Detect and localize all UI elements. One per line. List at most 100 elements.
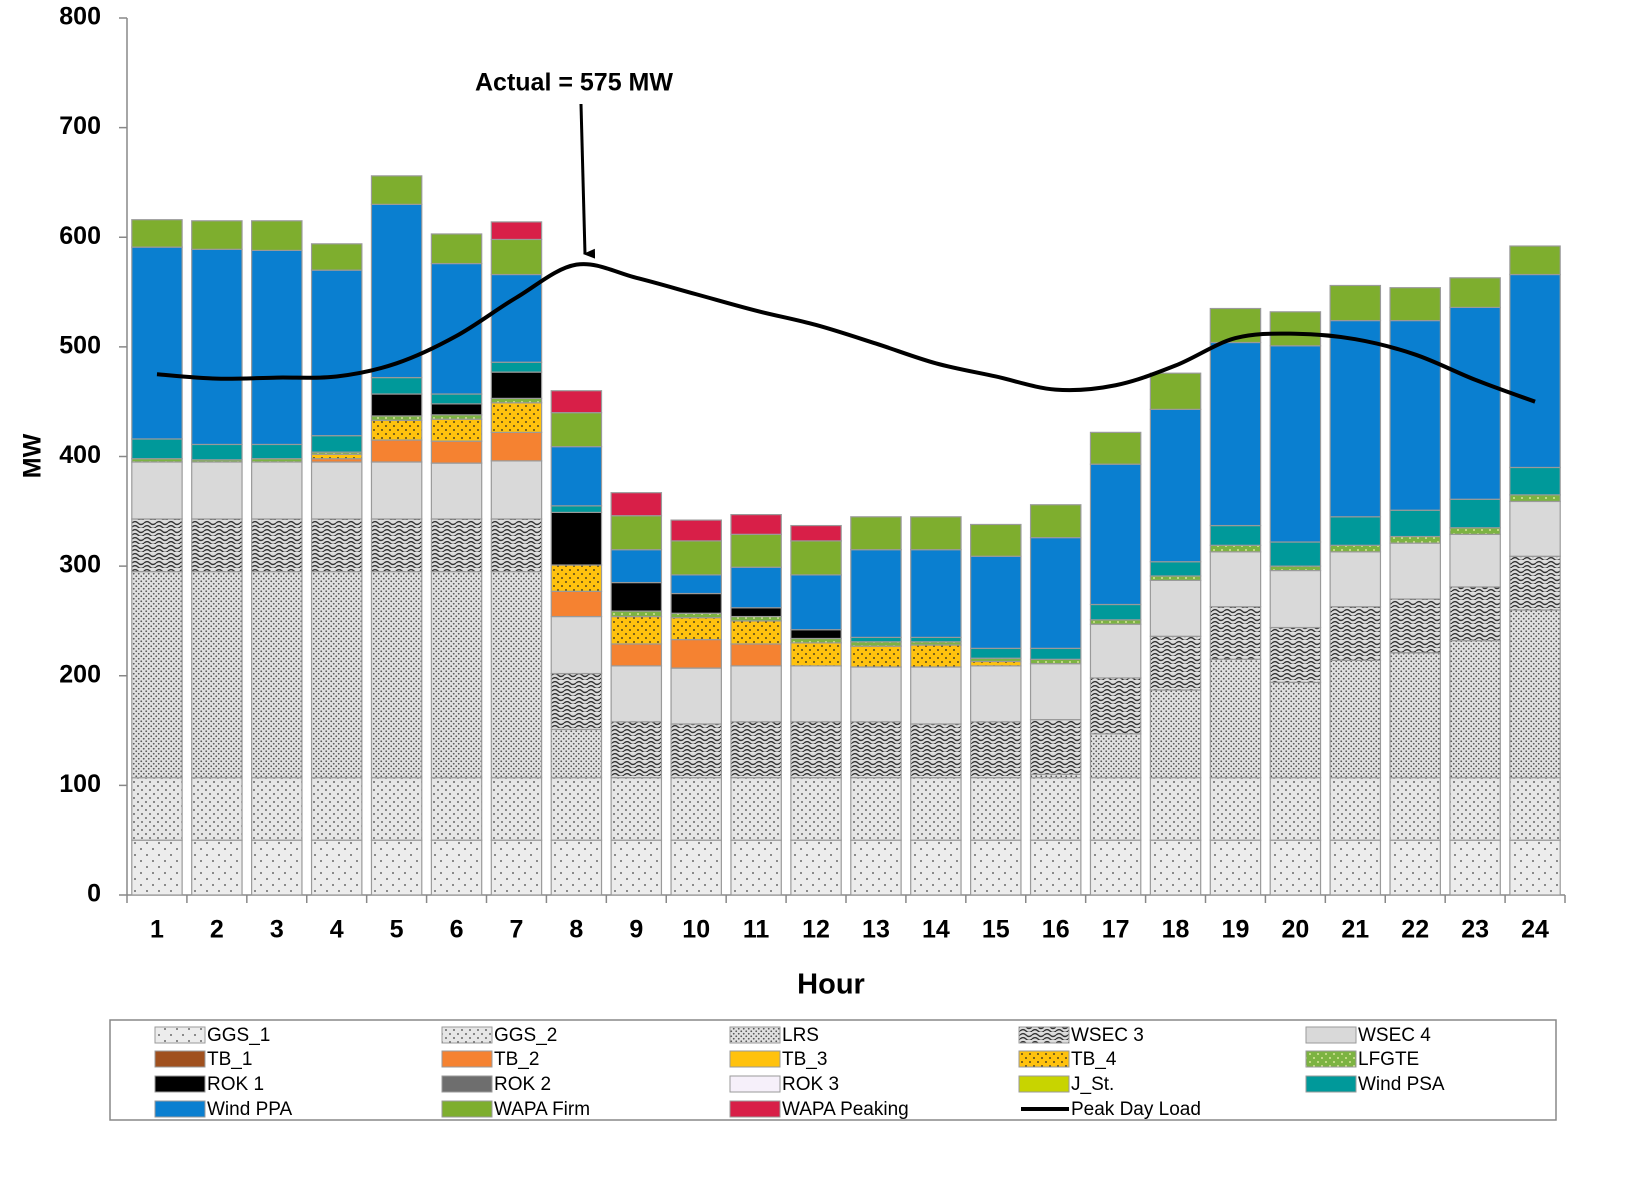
bar-segment	[1269, 565, 1322, 572]
x-tick-label: 1	[150, 916, 164, 944]
bar-segment	[1029, 839, 1082, 896]
bar-segment	[550, 564, 603, 592]
x-tick-label: 11	[743, 916, 770, 944]
bar-segment	[1089, 431, 1142, 465]
bar-segment	[670, 574, 722, 595]
bar-segment	[910, 644, 962, 668]
bar-segment	[850, 777, 902, 841]
bar-segment	[790, 777, 842, 841]
bar-segment	[670, 519, 722, 542]
bar-segment	[1209, 551, 1262, 608]
bar-segment	[310, 461, 363, 520]
legend-swatch	[154, 1075, 206, 1093]
bar-segment	[670, 540, 722, 576]
bar-segment	[1269, 839, 1322, 896]
bar-segment	[191, 461, 243, 520]
bar-segment	[310, 518, 363, 573]
bar-segment	[670, 617, 722, 641]
bar-segment	[1509, 777, 1561, 841]
bar-segment	[430, 839, 483, 896]
legend-label: Wind PPA	[207, 1099, 293, 1120]
bar-segment	[970, 555, 1022, 649]
x-tick-label: 8	[569, 916, 583, 944]
x-tick-label: 4	[330, 916, 344, 944]
x-tick-label: 16	[1042, 916, 1070, 944]
bar-segment	[251, 777, 303, 841]
bar-segment	[610, 721, 663, 779]
bar-segment	[1509, 494, 1561, 503]
legend-label: WSEC 3	[1071, 1025, 1144, 1046]
bar-segment	[191, 443, 243, 461]
bar-segment	[1329, 551, 1382, 608]
bar-segment	[910, 723, 962, 779]
legend-label: ROK 1	[207, 1074, 264, 1095]
bar-segment	[370, 439, 423, 463]
bar-segment	[490, 777, 543, 841]
bar-segment	[131, 461, 183, 520]
legend-label: WAPA Peaking	[782, 1099, 909, 1120]
bar-segment	[730, 514, 782, 535]
bar-segment	[910, 636, 962, 643]
bar-segment	[790, 540, 842, 576]
bar-segment	[730, 721, 782, 779]
bar-segment	[1329, 659, 1382, 779]
bar-segment	[490, 371, 543, 399]
bar-segment	[970, 665, 1022, 723]
bar-segment	[1389, 652, 1441, 779]
bar-segment	[1089, 777, 1142, 841]
legend-swatch	[441, 1026, 493, 1044]
bar-segment	[790, 642, 842, 667]
legend-label: TB_2	[494, 1049, 539, 1070]
bar-segment	[370, 571, 423, 779]
bar-segment	[610, 515, 663, 551]
bar-segment	[910, 549, 962, 638]
bar-segment	[251, 220, 303, 252]
bar-segment	[370, 777, 423, 841]
bar-segment	[490, 839, 543, 896]
bar-segment	[1269, 345, 1322, 543]
bar-segment	[850, 645, 902, 668]
bar-segment	[1029, 537, 1082, 649]
bar-segment	[370, 518, 423, 573]
bar-segment	[1509, 555, 1561, 611]
bar-segment	[370, 461, 423, 520]
bar-segment	[370, 393, 423, 417]
bar-segment	[670, 777, 722, 841]
legend-label: TB_1	[207, 1049, 252, 1070]
bar-segment	[251, 518, 303, 573]
bar-segment	[310, 571, 363, 779]
legend-label: ROK 3	[782, 1074, 839, 1095]
bar-segment	[550, 777, 603, 841]
y-tick-label: 0	[87, 880, 101, 908]
x-tick-label: 23	[1461, 916, 1489, 944]
bar-segment	[670, 592, 722, 614]
bar-segment	[1149, 689, 1202, 779]
bar-segment	[251, 249, 303, 446]
bar-segment	[910, 666, 962, 725]
legend-label: TB_3	[782, 1049, 827, 1070]
bar-segment	[1329, 777, 1382, 841]
bar-segment	[430, 403, 483, 416]
legend-swatch	[729, 1026, 781, 1044]
legend-swatch	[441, 1075, 493, 1093]
bar-segment	[1149, 408, 1202, 563]
legend-label: WAPA Firm	[494, 1099, 590, 1120]
legend-label: LRS	[782, 1025, 819, 1046]
bar-segment	[610, 549, 663, 584]
bar-segment	[251, 461, 303, 520]
legend-swatch	[729, 1100, 781, 1118]
bar-segment	[1389, 598, 1441, 654]
y-tick-label: 600	[59, 222, 101, 250]
bar-segment	[610, 777, 663, 841]
bar-segment	[430, 418, 483, 442]
bar-segment	[1089, 623, 1142, 679]
bar-segment	[850, 641, 902, 647]
legend-swatch	[1018, 1050, 1070, 1068]
bar-segment	[670, 638, 722, 669]
legend-swatch	[154, 1100, 206, 1118]
bar-segment	[430, 571, 483, 779]
bar-segment	[970, 523, 1022, 557]
bar-segment	[1149, 635, 1202, 691]
bar-segment	[1089, 463, 1142, 606]
bar-segment	[970, 647, 1022, 659]
